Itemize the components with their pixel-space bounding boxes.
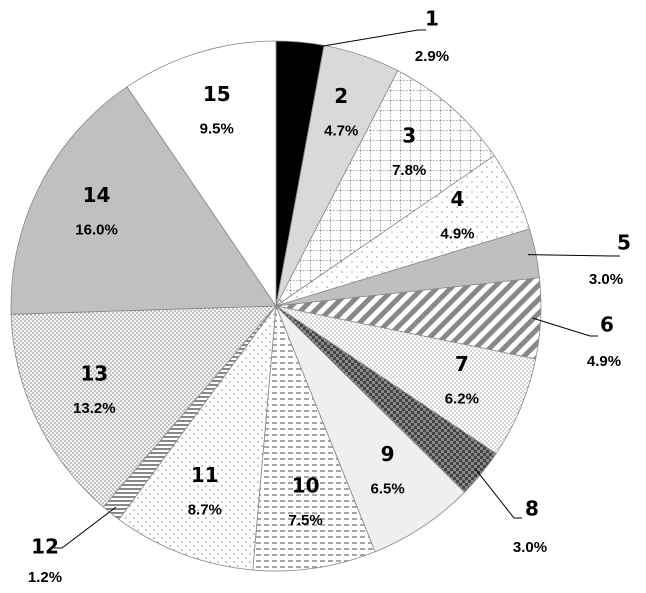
slice-label: 8 <box>525 497 539 521</box>
slice-label: 6 <box>600 313 614 337</box>
value-label: 13.2% <box>73 400 116 417</box>
slice-label: 2 <box>334 84 348 108</box>
value-label: 7.5% <box>289 512 323 529</box>
value-label: 3.0% <box>513 539 547 556</box>
value-label: 6.2% <box>445 391 479 408</box>
value-label: 8.7% <box>188 501 222 518</box>
pie-slice <box>126 40 277 308</box>
value-label: 2.9% <box>415 48 449 65</box>
value-label: 1.2% <box>28 569 62 586</box>
value-label: 9.5% <box>200 120 234 137</box>
slice-label: 11 <box>191 463 219 487</box>
value-label: 16.0% <box>75 222 118 239</box>
value-label: 6.5% <box>371 481 405 498</box>
slice-label: 14 <box>83 183 111 207</box>
value-label: 4.9% <box>587 353 621 370</box>
pie-slice <box>118 304 277 571</box>
leader-line <box>532 317 598 337</box>
leader-line <box>54 506 117 549</box>
slice-label: 9 <box>381 442 395 466</box>
pie-slice <box>10 86 277 315</box>
slice-label: 4 <box>450 187 464 211</box>
leader-line <box>527 254 620 257</box>
pie-slice <box>275 70 495 307</box>
leader-line <box>299 29 426 51</box>
slice-label: 5 <box>617 231 631 255</box>
pie-slice <box>10 305 277 508</box>
slice-label: 3 <box>402 123 416 147</box>
slice-label: 15 <box>203 82 231 106</box>
value-label: 4.7% <box>324 122 358 139</box>
value-label: 3.0% <box>589 271 623 288</box>
slice-label: 10 <box>292 474 320 498</box>
value-label: 4.9% <box>440 226 474 243</box>
slice-label: 13 <box>80 361 108 385</box>
pie-slice <box>252 305 376 572</box>
leader-line <box>474 468 522 519</box>
slice-label: 1 <box>425 7 439 31</box>
value-label: 7.8% <box>392 162 426 179</box>
slice-label: 12 <box>31 535 59 559</box>
slice-label: 7 <box>455 352 469 376</box>
